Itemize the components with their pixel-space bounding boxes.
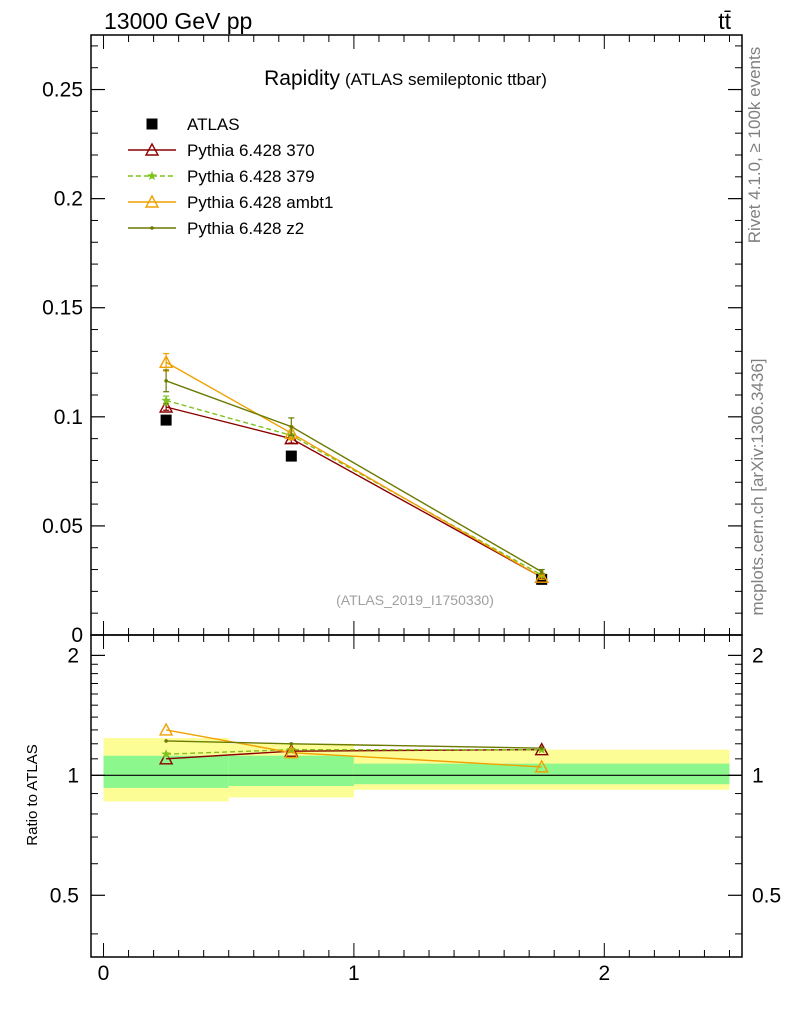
ratio-frame bbox=[90, 634, 743, 958]
ratio-xtick-label: 1 bbox=[348, 962, 360, 985]
legend-marker bbox=[144, 142, 160, 156]
rivet-label: Rivet 4.1.0, ≥ 100k events bbox=[745, 47, 764, 243]
ratio-point-3-1 bbox=[289, 741, 294, 746]
main-series-line-3 bbox=[165, 361, 543, 578]
ratio-ylabel: Ratio to ATLAS bbox=[24, 744, 41, 845]
main-title: Rapidity bbox=[264, 67, 340, 90]
legend-label: Pythia 6.428 379 bbox=[187, 167, 315, 186]
ratio-point-3-0 bbox=[164, 739, 168, 743]
main-ytick-label: 0.25 bbox=[42, 79, 83, 102]
main-point-4-2 bbox=[539, 569, 544, 574]
ratio-point-3-2 bbox=[539, 746, 544, 750]
ratio-inner-band-1 bbox=[228, 755, 354, 787]
main-point-3-0 bbox=[158, 354, 174, 368]
ratio-series-line-2 bbox=[165, 729, 542, 768]
ratio-xtick-label: 2 bbox=[598, 962, 610, 985]
legend-marker bbox=[150, 226, 154, 230]
header-left: 13000 GeV pp bbox=[104, 8, 252, 34]
ratio-ytick-label-right: 2 bbox=[752, 644, 764, 667]
main-ytick-label: 0.2 bbox=[54, 188, 83, 211]
main-point-4-1 bbox=[289, 424, 294, 429]
ratio-ytick-label: 1 bbox=[67, 764, 79, 787]
main-point-0-0 bbox=[160, 414, 172, 426]
main-point-1-0 bbox=[158, 399, 174, 413]
legend-label: Pythia 6.428 ambt1 bbox=[187, 193, 333, 212]
legend-item-3: Pythia 6.428 ambt1 bbox=[128, 193, 333, 212]
main-point-4-0 bbox=[164, 379, 168, 383]
legend-marker bbox=[147, 171, 157, 180]
ratio-point-2-1 bbox=[284, 745, 299, 759]
ratio-ytick-label: 2 bbox=[67, 644, 79, 667]
ratio-ytick-label-right: 0.5 bbox=[752, 884, 781, 907]
ratio-inner-band-0 bbox=[103, 755, 229, 788]
ratio-series-line-1 bbox=[166, 748, 542, 755]
legend-label: ATLAS bbox=[187, 115, 240, 134]
main-ytick-label: 0.05 bbox=[42, 515, 83, 538]
ratio-ytick-label-right: 1 bbox=[752, 764, 764, 787]
ratio-point-1-0 bbox=[161, 749, 171, 759]
ratio-point-0-0 bbox=[158, 751, 174, 765]
legend-label: Pythia 6.428 z2 bbox=[187, 219, 304, 238]
ratio-xtick-label: 0 bbox=[98, 962, 110, 985]
ratio-point-2-2 bbox=[534, 759, 549, 773]
legend-item-1: Pythia 6.428 370 bbox=[128, 141, 315, 160]
main-point-3-2 bbox=[534, 569, 549, 583]
legend-marker bbox=[144, 194, 160, 208]
ratio-point-2-0 bbox=[158, 722, 174, 736]
ratio-inner-band-2 bbox=[353, 763, 730, 785]
ratio-point-0-1 bbox=[284, 743, 299, 757]
main-series-line-1 bbox=[165, 406, 543, 578]
ratio-ytick-label: 0.5 bbox=[50, 884, 79, 907]
main-point-2-0 bbox=[161, 395, 171, 405]
watermark: (ATLAS_2019_I1750330) bbox=[336, 592, 494, 608]
legend-marker bbox=[146, 118, 158, 130]
main-point-3-1 bbox=[284, 425, 299, 439]
main-ytick-label: 0.1 bbox=[54, 406, 83, 429]
main-ytick-label: 0.15 bbox=[42, 297, 83, 320]
header-right: tt̄ bbox=[718, 8, 731, 34]
main-point-0-1 bbox=[285, 450, 297, 462]
mcplots-label: mcplots.cern.ch [arXiv:1306.3436] bbox=[748, 358, 767, 615]
main-series-line-2 bbox=[165, 399, 543, 576]
legend-label: Pythia 6.428 370 bbox=[187, 141, 315, 160]
legend-item-0: ATLAS bbox=[146, 115, 240, 134]
legend-item-4: Pythia 6.428 z2 bbox=[128, 219, 304, 238]
main-ytick-label: 0 bbox=[71, 624, 83, 647]
legend: ATLAS Pythia 6.428 370 Pythia 6.428 379 Pyt… bbox=[128, 115, 333, 238]
main-series-line-4 bbox=[165, 380, 543, 573]
legend-item-2: Pythia 6.428 379 bbox=[128, 167, 315, 186]
main-subtitle: (ATLAS semileptonic ttbar) bbox=[345, 70, 547, 89]
